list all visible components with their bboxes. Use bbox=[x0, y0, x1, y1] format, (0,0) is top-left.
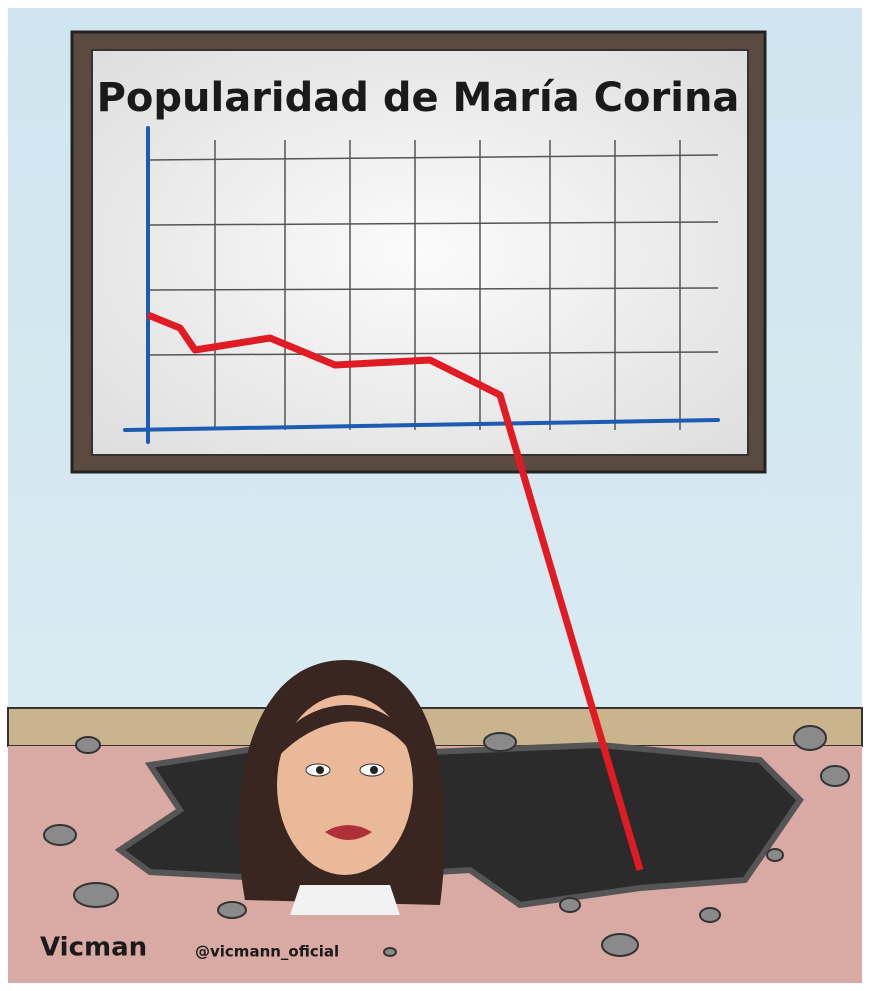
baseboard bbox=[8, 708, 862, 746]
board-title: Popularidad de María Corina bbox=[97, 75, 740, 121]
author: Vicman bbox=[40, 933, 147, 963]
cartoon: Popularidad de María Corina Vicman bbox=[0, 0, 870, 991]
handle: @vicmann_oficial bbox=[195, 943, 339, 961]
